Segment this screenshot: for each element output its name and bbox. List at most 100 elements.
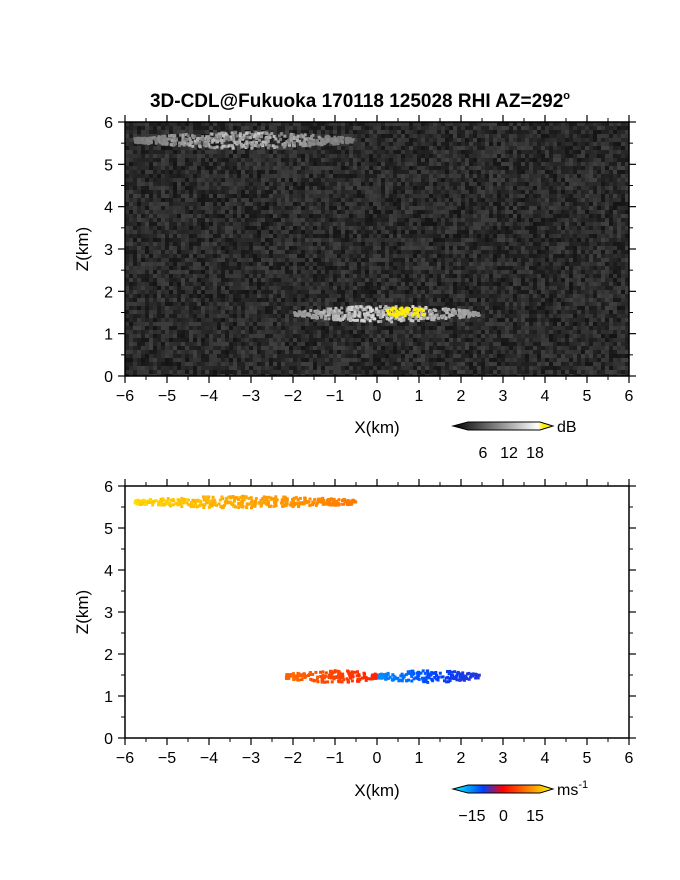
backscatter-noise-cell — [257, 230, 261, 234]
backscatter-noise-cell — [217, 186, 221, 190]
backscatter-noise-cell — [173, 174, 177, 178]
backscatter-noise-cell — [325, 350, 329, 354]
backscatter-noise-cell — [329, 158, 333, 162]
backscatter-noise-cell — [405, 122, 409, 126]
backscatter-noise-cell — [349, 226, 353, 230]
backscatter-noise-cell — [169, 178, 173, 182]
backscatter-noise-cell — [133, 194, 137, 198]
backscatter-noise-cell — [377, 130, 381, 134]
backscatter-noise-cell — [425, 246, 429, 250]
backscatter-noise-cell — [429, 122, 433, 126]
backscatter-noise-cell — [253, 218, 257, 222]
backscatter-noise-cell — [325, 226, 329, 230]
backscatter-noise-cell — [165, 322, 169, 326]
backscatter-noise-cell — [185, 338, 189, 342]
backscatter-noise-cell — [433, 138, 437, 142]
backscatter-noise-cell — [353, 222, 357, 226]
backscatter-noise-cell — [381, 210, 385, 214]
backscatter-noise-cell — [365, 142, 369, 146]
backscatter-noise-cell — [421, 142, 425, 146]
backscatter-noise-cell — [201, 154, 205, 158]
backscatter-noise-cell — [329, 222, 333, 226]
backscatter-noise-cell — [413, 186, 417, 190]
backscatter-noise-cell — [161, 210, 165, 214]
backscatter-noise-cell — [353, 202, 357, 206]
backscatter-noise-cell — [233, 206, 237, 210]
backscatter-noise-cell — [125, 210, 129, 214]
backscatter-noise-cell — [309, 222, 313, 226]
backscatter-noise-cell — [157, 294, 161, 298]
backscatter-noise-cell — [181, 186, 185, 190]
backscatter-noise-cell — [345, 210, 349, 214]
backscatter-noise-cell — [209, 326, 213, 330]
backscatter-noise-cell — [345, 270, 349, 274]
backscatter-noise-cell — [273, 358, 277, 362]
backscatter-noise-cell — [213, 198, 217, 202]
backscatter-noise-cell — [141, 326, 145, 330]
backscatter-noise-cell — [333, 166, 337, 170]
backscatter-noise-cell — [389, 226, 393, 230]
backscatter-noise-cell — [209, 186, 213, 190]
backscatter-noise-cell — [329, 162, 333, 166]
backscatter-noise-cell — [321, 214, 325, 218]
backscatter-noise-cell — [309, 158, 313, 162]
backscatter-noise-cell — [325, 170, 329, 174]
backscatter-noise-cell — [361, 302, 365, 306]
backscatter-noise-cell — [357, 290, 361, 294]
backscatter-noise-cell — [277, 122, 281, 126]
backscatter-noise-cell — [409, 354, 413, 358]
backscatter-noise-cell — [165, 198, 169, 202]
backscatter-noise-cell — [433, 294, 437, 298]
backscatter-noise-cell — [205, 278, 209, 282]
backscatter-noise-cell — [417, 302, 421, 306]
backscatter-noise-cell — [373, 358, 377, 362]
backscatter-noise-cell — [193, 274, 197, 278]
backscatter-noise-cell — [141, 146, 145, 150]
backscatter-noise-cell — [221, 122, 225, 126]
backscatter-noise-cell — [341, 274, 345, 278]
backscatter-noise-cell — [321, 166, 325, 170]
backscatter-noise-cell — [429, 354, 433, 358]
backscatter-noise-cell — [389, 230, 393, 234]
backscatter-noise-cell — [349, 286, 353, 290]
backscatter-noise-cell — [141, 338, 145, 342]
backscatter-noise-cell — [305, 366, 309, 370]
backscatter-noise-cell — [181, 254, 185, 258]
backscatter-noise-cell — [309, 298, 313, 302]
backscatter-noise-cell — [257, 282, 261, 286]
backscatter-noise-cell — [217, 150, 221, 154]
backscatter-noise-cell — [273, 342, 277, 346]
backscatter-noise-cell — [409, 286, 413, 290]
backscatter-noise-cell — [433, 334, 437, 338]
backscatter-noise-cell — [205, 182, 209, 186]
backscatter-noise-cell — [417, 230, 421, 234]
backscatter-noise-cell — [373, 262, 377, 266]
backscatter-noise-cell — [245, 270, 249, 274]
backscatter-noise-cell — [273, 362, 277, 366]
backscatter-noise-cell — [345, 330, 349, 334]
backscatter-noise-cell — [193, 262, 197, 266]
backscatter-noise-cell — [297, 342, 301, 346]
backscatter-noise-cell — [329, 318, 333, 322]
backscatter-noise-cell — [241, 330, 245, 334]
backscatter-noise-cell — [181, 170, 185, 174]
backscatter-noise-cell — [129, 294, 133, 298]
backscatter-noise-cell — [209, 266, 213, 270]
backscatter-noise-cell — [397, 134, 401, 138]
backscatter-noise-cell — [433, 298, 437, 302]
backscatter-noise-cell — [377, 274, 381, 278]
backscatter-noise-cell — [265, 242, 269, 246]
backscatter-noise-cell — [413, 258, 417, 262]
backscatter-noise-cell — [357, 198, 361, 202]
backscatter-noise-cell — [301, 254, 305, 258]
backscatter-noise-cell — [329, 294, 333, 298]
backscatter-noise-cell — [305, 242, 309, 246]
backscatter-noise-cell — [397, 230, 401, 234]
backscatter-noise-cell — [273, 142, 277, 146]
backscatter-noise-cell — [145, 170, 149, 174]
backscatter-noise-cell — [309, 358, 313, 362]
backscatter-noise-cell — [277, 170, 281, 174]
backscatter-noise-cell — [241, 274, 245, 278]
backscatter-noise-cell — [397, 338, 401, 342]
backscatter-noise-cell — [429, 222, 433, 226]
